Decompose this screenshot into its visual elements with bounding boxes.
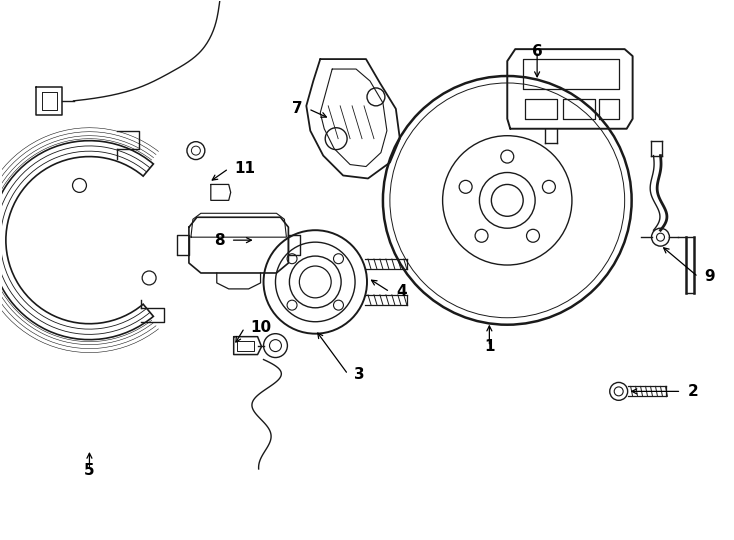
Text: 11: 11 xyxy=(235,161,255,176)
Text: 4: 4 xyxy=(396,285,407,299)
Text: 9: 9 xyxy=(704,269,715,285)
Text: 5: 5 xyxy=(84,463,95,478)
Text: 1: 1 xyxy=(484,339,495,354)
Text: 10: 10 xyxy=(250,320,272,335)
Text: 6: 6 xyxy=(531,44,542,59)
Text: 2: 2 xyxy=(687,384,698,399)
Text: 8: 8 xyxy=(214,233,225,248)
Text: 3: 3 xyxy=(354,367,365,382)
Text: 7: 7 xyxy=(291,102,302,116)
